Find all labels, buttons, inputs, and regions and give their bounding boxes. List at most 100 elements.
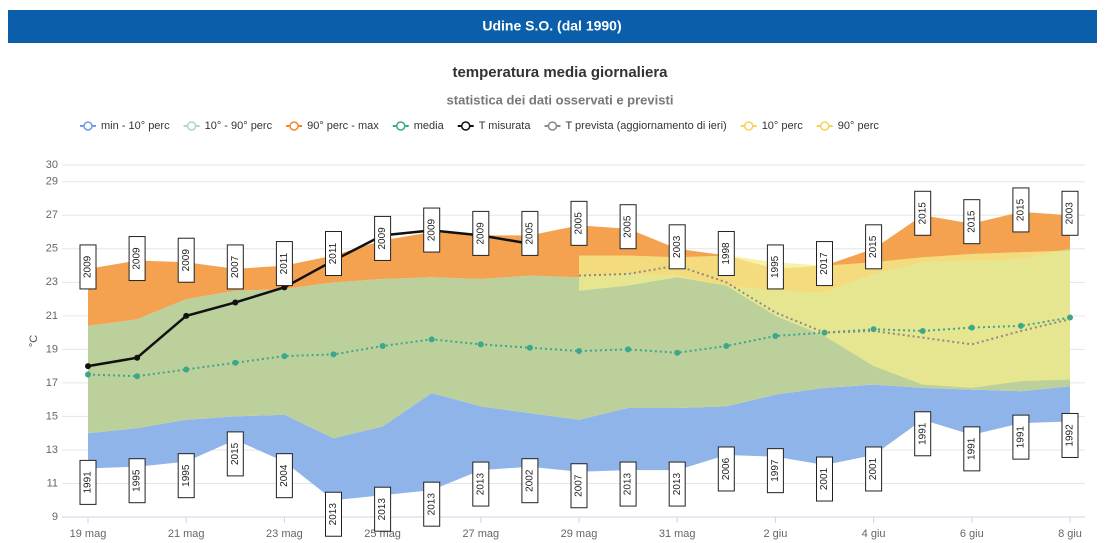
year-annotation: 2011 bbox=[325, 231, 342, 277]
x-tick-label: 31 mag bbox=[659, 528, 696, 540]
annotation-text: 1997 bbox=[770, 459, 781, 482]
year-annotation: 2015 bbox=[865, 224, 883, 270]
annotation-text: 2009 bbox=[83, 255, 94, 278]
annotation-box bbox=[177, 237, 195, 283]
year-annotation: 2002 bbox=[521, 458, 539, 504]
year-annotation: 2015 bbox=[1012, 187, 1030, 233]
annotation-text: 2013 bbox=[426, 493, 437, 516]
point bbox=[330, 351, 337, 358]
legend-marker bbox=[186, 121, 197, 131]
legend-label: T prevista (aggiornamento di ieri) bbox=[565, 120, 726, 132]
annotation-text: 1995 bbox=[181, 464, 192, 487]
annotation-box bbox=[1061, 412, 1079, 458]
annotation-box bbox=[619, 204, 637, 250]
year-annotation: 1995 bbox=[128, 458, 146, 504]
legend-marker bbox=[460, 121, 471, 131]
point bbox=[526, 344, 533, 351]
annotation-box bbox=[865, 446, 883, 492]
annotation-text: 2015 bbox=[917, 202, 928, 225]
annotation-text: 1998 bbox=[721, 242, 732, 265]
forecast-band bbox=[579, 250, 1070, 388]
annotation-box bbox=[865, 224, 883, 270]
x-tick-label: 6 giu bbox=[960, 528, 984, 540]
y-tick-label: 15 bbox=[46, 410, 58, 422]
year-annotation: 2005 bbox=[570, 200, 588, 246]
y-tick-label: 11 bbox=[47, 477, 58, 489]
annotation-text: 2017 bbox=[819, 252, 830, 275]
annotation-text: 2009 bbox=[132, 247, 143, 270]
annotation-box bbox=[275, 453, 293, 499]
annotation-text: 2001 bbox=[819, 467, 830, 490]
chart-title: temperatura media giornaliera bbox=[452, 64, 668, 81]
annotation-text: 2015 bbox=[230, 442, 241, 465]
legend-marker bbox=[743, 121, 754, 131]
range-area bbox=[88, 384, 1070, 501]
annotation-box bbox=[914, 411, 932, 457]
annotation-text: 2003 bbox=[672, 235, 683, 258]
annotation-box bbox=[570, 463, 588, 509]
annotation-box bbox=[472, 210, 490, 256]
year-annotation: 1997 bbox=[766, 448, 784, 494]
point bbox=[183, 312, 190, 319]
chart-subtitle: statistica dei dati osservati e previsti bbox=[447, 92, 674, 107]
year-annotation: 2003 bbox=[1061, 190, 1079, 236]
annotation-box bbox=[766, 244, 784, 290]
y-tick-label: 27 bbox=[46, 209, 58, 221]
legend-label: media bbox=[414, 120, 445, 132]
x-tick-label: 23 mag bbox=[266, 528, 303, 540]
year-annotation: 1991 bbox=[963, 426, 981, 472]
year-annotation: 2013 bbox=[668, 461, 686, 507]
point bbox=[85, 363, 91, 370]
point bbox=[232, 299, 239, 306]
line bbox=[578, 264, 1071, 346]
year-annotation: 1992 bbox=[1061, 412, 1079, 458]
annotation-box bbox=[79, 459, 97, 505]
annotation-text: 2015 bbox=[1016, 198, 1027, 221]
year-annotation: 1995 bbox=[766, 244, 784, 290]
year-annotation: 2001 bbox=[816, 456, 833, 502]
annotation-box bbox=[570, 200, 588, 246]
y-tick-label: 9 bbox=[52, 511, 58, 523]
year-annotation: 1995 bbox=[177, 453, 195, 499]
point bbox=[870, 326, 877, 333]
year-annotation: 2009 bbox=[177, 237, 195, 283]
point bbox=[477, 341, 484, 348]
annotation-text: 2009 bbox=[426, 218, 437, 241]
year-annotation: 2015 bbox=[226, 431, 244, 477]
annotation-text: 2004 bbox=[279, 464, 290, 487]
line bbox=[87, 229, 531, 368]
year-annotation: 2007 bbox=[570, 463, 588, 509]
x-tick-label: 29 mag bbox=[561, 528, 598, 540]
year-annotation: 2017 bbox=[816, 241, 833, 287]
y-tick-label: 29 bbox=[46, 176, 58, 188]
annotation-box bbox=[79, 244, 97, 290]
annotation-text: 2011 bbox=[279, 252, 290, 274]
year-annotation: 2005 bbox=[619, 204, 637, 250]
annotation-box bbox=[1012, 187, 1030, 233]
point bbox=[919, 327, 926, 334]
annotation-text: 1992 bbox=[1065, 424, 1076, 447]
year-annotation: 1991 bbox=[79, 459, 97, 505]
annotation-box bbox=[128, 236, 146, 282]
annotation-box bbox=[668, 224, 686, 270]
annotation-text: 2013 bbox=[672, 473, 683, 496]
annotation-text: 1995 bbox=[770, 255, 781, 278]
annotation-text: 2013 bbox=[623, 473, 634, 496]
annotation-text: 2005 bbox=[574, 212, 585, 235]
annotation-text: 1991 bbox=[917, 422, 928, 445]
annotation-box bbox=[1061, 190, 1079, 236]
x-tick-label: 25 mag bbox=[364, 528, 401, 540]
annotation-box bbox=[325, 491, 342, 537]
legend-label: 10° perc bbox=[762, 120, 804, 132]
annotation-box bbox=[521, 458, 539, 504]
annotation-text: 2009 bbox=[181, 249, 192, 272]
year-annotation: 2013 bbox=[472, 461, 490, 507]
annotation-box bbox=[275, 241, 293, 287]
legend-label: 90° perc - max bbox=[307, 120, 379, 132]
year-annotation: 2011 bbox=[275, 241, 293, 287]
year-annotation: 2013 bbox=[325, 491, 342, 537]
point bbox=[576, 348, 582, 355]
legend-marker bbox=[547, 121, 558, 131]
year-annotation: 2003 bbox=[668, 224, 686, 270]
year-annotation: 1991 bbox=[914, 411, 932, 457]
